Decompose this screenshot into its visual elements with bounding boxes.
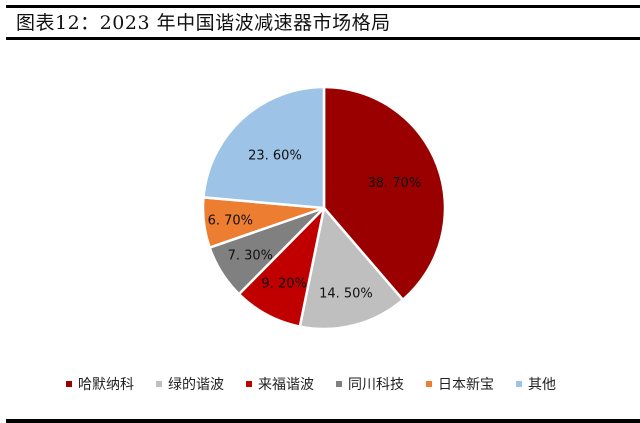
legend-swatch-icon — [516, 381, 522, 387]
pie-slice-2 — [298, 206, 405, 331]
legend-swatch-icon — [246, 381, 252, 387]
legend-label: 日本新宝 — [438, 377, 494, 393]
legend-label: 绿的谐波 — [168, 377, 224, 393]
slice-value-label: 23. 60% — [248, 148, 302, 163]
legend-item: 日本新宝 — [426, 374, 494, 394]
legend-swatch-icon — [156, 381, 162, 387]
slice-value-label: 9. 20% — [261, 277, 306, 292]
legend-label: 同川科技 — [348, 377, 404, 393]
slice-value-label: 38. 70% — [367, 176, 421, 191]
legend-item: 绿的谐波 — [156, 374, 224, 394]
bottom-rule — [6, 419, 640, 423]
legend-swatch-icon — [66, 381, 72, 387]
legend-item: 同川科技 — [336, 374, 404, 394]
legend-label: 其他 — [528, 377, 556, 393]
figure-title: 图表12：2023 年中国谐波减速器市场格局 — [16, 12, 391, 34]
legend-item: 来福谐波 — [246, 374, 314, 394]
pie-slices — [201, 85, 447, 331]
slice-value-label: 6. 70% — [208, 214, 253, 229]
legend-swatch-icon — [426, 381, 432, 387]
legend-item: 其他 — [516, 374, 556, 394]
legend-label: 来福谐波 — [258, 377, 314, 393]
legend-label: 哈默纳科 — [78, 377, 134, 393]
slice-value-label: 14. 50% — [319, 286, 373, 301]
slice-value-label: 7. 30% — [228, 248, 273, 263]
title-rule — [6, 37, 640, 40]
pie-slice-1 — [322, 85, 447, 302]
pie-slice-6 — [202, 85, 326, 210]
top-rule — [6, 5, 640, 8]
legend-swatch-icon — [336, 381, 342, 387]
pie-labels: 38. 70% 14. 50% 9. 20% 7. 30% 6. 70% 23. 60% — [208, 148, 422, 301]
legend-item: 哈默纳科 — [66, 374, 134, 394]
legend: 哈默纳科 绿的谐波 来福谐波 同川科技 日本新宝 其他 — [66, 374, 578, 394]
